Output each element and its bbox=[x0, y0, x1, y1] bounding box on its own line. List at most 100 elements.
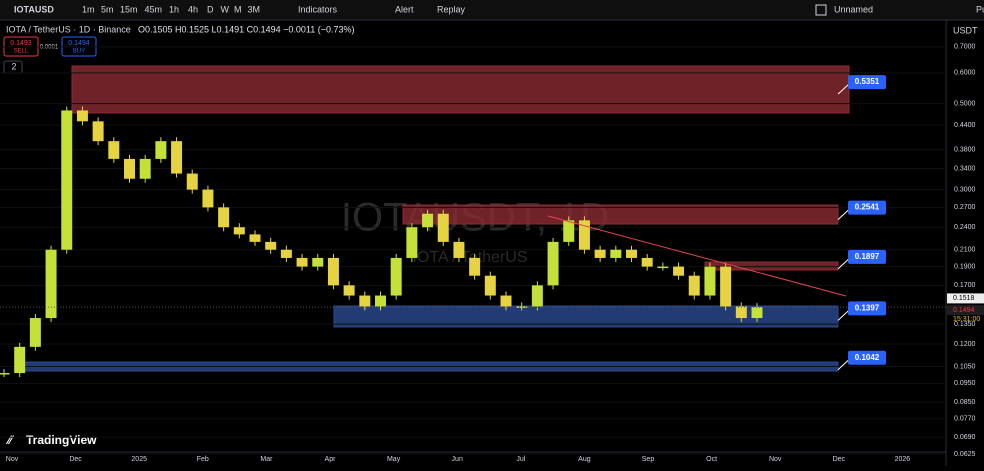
candle bbox=[45, 249, 57, 319]
level-callout bbox=[848, 200, 886, 215]
zone bbox=[402, 204, 839, 225]
time-label: Sep bbox=[642, 456, 655, 463]
indicator-count: 2 bbox=[11, 61, 16, 71]
y-tick-label: 0.1050 bbox=[954, 363, 976, 370]
candle bbox=[704, 266, 716, 296]
y-tick-label: 0.3400 bbox=[954, 165, 976, 172]
candle bbox=[531, 285, 543, 307]
buy-price: 0.1494 bbox=[68, 40, 90, 47]
interval-button[interactable]: 1m bbox=[82, 4, 95, 14]
candle bbox=[422, 213, 434, 228]
symbol[interactable]: IOTAUSD bbox=[14, 4, 54, 14]
alert-button[interactable]: Alert bbox=[395, 4, 414, 14]
layout-name[interactable]: Unnamed bbox=[834, 4, 873, 14]
candle bbox=[76, 110, 88, 122]
price-marker bbox=[947, 305, 984, 316]
legend-title: IOTA / TetherUS · 1D · Binance bbox=[6, 24, 131, 34]
candle bbox=[484, 275, 496, 296]
candle bbox=[327, 257, 339, 286]
level-label: 0.2541 bbox=[855, 203, 880, 212]
logo-mark: ⁄⁄ bbox=[5, 433, 15, 447]
legend-ohlc: O0.1505 H0.1525 L0.1491 C0.1494 −0.0011 … bbox=[138, 24, 355, 34]
candle bbox=[735, 306, 747, 319]
interval-button[interactable]: 15m bbox=[120, 4, 138, 14]
zone bbox=[333, 305, 839, 328]
countdown: 15:31:00 bbox=[953, 316, 980, 323]
publish-button[interactable]: Pu bbox=[976, 4, 984, 14]
candle bbox=[312, 257, 324, 267]
candle bbox=[202, 189, 214, 208]
price-marker-label: 0.1518 bbox=[953, 295, 975, 302]
price-marker-label: 0.1494 bbox=[953, 307, 975, 314]
time-label: May bbox=[387, 456, 401, 463]
time-label: Aug bbox=[578, 456, 591, 463]
candle bbox=[343, 285, 355, 296]
toolbar bbox=[0, 0, 984, 20]
indicators-button[interactable]: Indicators bbox=[298, 4, 338, 14]
time-label: Dec bbox=[833, 456, 846, 463]
y-tick-label: 0.0770 bbox=[954, 416, 976, 423]
y-tick-label: 0.0850 bbox=[954, 399, 976, 406]
y-tick-label: 0.1200 bbox=[954, 341, 976, 348]
zone bbox=[704, 261, 839, 271]
candle bbox=[265, 241, 277, 250]
interval-button[interactable]: 5m bbox=[101, 4, 114, 14]
candle bbox=[563, 220, 575, 242]
candle bbox=[0, 373, 10, 375]
candle bbox=[578, 220, 590, 250]
time-label: 2026 bbox=[895, 456, 911, 463]
zone bbox=[71, 65, 850, 114]
candle bbox=[249, 234, 261, 242]
candle bbox=[500, 295, 512, 307]
watermark-name: IOTA / TetherUS bbox=[412, 249, 527, 266]
logo[interactable]: TradingView bbox=[26, 433, 97, 447]
candle bbox=[375, 295, 386, 307]
candle bbox=[610, 249, 622, 258]
candle bbox=[594, 249, 606, 258]
level-label: 0.1042 bbox=[855, 353, 880, 362]
y-tick-label: 0.7000 bbox=[954, 44, 976, 51]
candle bbox=[124, 158, 135, 179]
y-tick-label: 0.0625 bbox=[954, 451, 976, 458]
candle bbox=[359, 295, 371, 307]
level-label: 0.5351 bbox=[855, 77, 880, 86]
time-label: Apr bbox=[325, 456, 337, 463]
candle bbox=[233, 227, 245, 235]
currency[interactable]: USDT bbox=[953, 25, 978, 35]
candle bbox=[92, 121, 104, 142]
candle bbox=[14, 346, 26, 374]
interval-button[interactable]: 4h bbox=[188, 4, 198, 14]
interval-button[interactable]: 45m bbox=[145, 4, 163, 14]
y-tick-label: 0.1700 bbox=[954, 282, 976, 289]
candle bbox=[139, 158, 151, 179]
y-tick-label: 0.4400 bbox=[954, 122, 976, 129]
y-tick-label: 0.2700 bbox=[954, 204, 976, 211]
trend-line bbox=[547, 215, 847, 297]
interval-button[interactable]: 1h bbox=[169, 4, 179, 14]
y-tick-label: 0.1900 bbox=[954, 263, 976, 270]
interval-button[interactable]: W bbox=[221, 4, 230, 14]
sell-label: SELL bbox=[14, 49, 29, 55]
y-tick-label: 0.5000 bbox=[954, 100, 976, 107]
time-label: Mar bbox=[260, 456, 273, 463]
candle bbox=[453, 241, 465, 258]
candle bbox=[218, 207, 230, 228]
candle bbox=[61, 110, 73, 250]
interval-button[interactable]: M bbox=[234, 4, 242, 14]
candle bbox=[673, 266, 685, 276]
level-callout bbox=[848, 350, 886, 365]
candle bbox=[516, 306, 528, 308]
interval-button[interactable]: 3M bbox=[248, 4, 261, 14]
replay-button[interactable]: Replay bbox=[437, 4, 466, 14]
candle bbox=[688, 275, 700, 296]
candle bbox=[29, 318, 41, 347]
candle bbox=[437, 213, 449, 242]
y-tick-label: 0.2100 bbox=[954, 247, 976, 254]
time-label: Nov bbox=[6, 456, 19, 463]
candle bbox=[171, 141, 183, 174]
interval-button[interactable]: D bbox=[207, 4, 214, 14]
candle bbox=[626, 249, 637, 258]
